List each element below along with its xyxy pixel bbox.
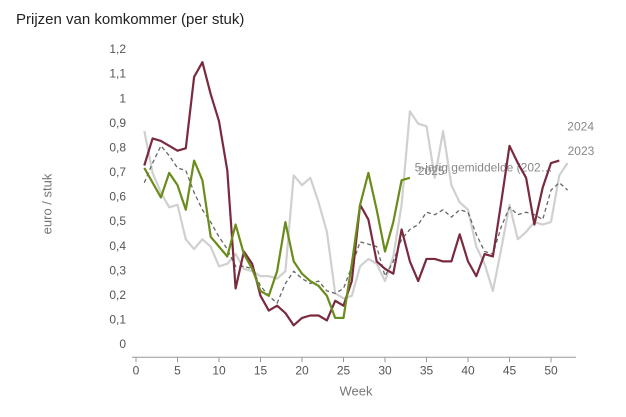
- y-tick-label: 1: [119, 91, 126, 105]
- y-tick-label: 0,4: [109, 239, 126, 253]
- y-tick-label: 0,5: [109, 214, 126, 228]
- series-label: 2025: [418, 164, 445, 178]
- y-tick-label: 1,1: [109, 67, 126, 81]
- x-tick-label: 25: [337, 363, 351, 377]
- y-tick-label: 1,2: [109, 42, 126, 56]
- y-tick-label: 0,9: [109, 116, 126, 130]
- y-tick-label: 0,3: [109, 263, 126, 277]
- y-tick-label: 0,6: [109, 190, 126, 204]
- series-label: 2024: [567, 120, 594, 134]
- y-tick-label: 0: [119, 337, 126, 351]
- y-tick-label: 0,8: [109, 140, 126, 154]
- x-tick-label: 10: [212, 363, 226, 377]
- x-tick-label: 0: [133, 363, 140, 377]
- y-tick-label: 0,1: [109, 313, 126, 327]
- y-tick-label: 0,7: [109, 165, 126, 179]
- series-line: [143, 145, 569, 304]
- series-label: 2023: [568, 144, 595, 158]
- x-tick-label: 50: [544, 363, 558, 377]
- x-tick-label: 20: [295, 363, 309, 377]
- x-tick-label: 45: [503, 363, 517, 377]
- series-line: [143, 61, 560, 327]
- x-tick-label: 35: [420, 363, 434, 377]
- x-tick-label: 40: [461, 363, 475, 377]
- x-tick-label: 5: [174, 363, 181, 377]
- series-line: [143, 110, 569, 300]
- y-axis-label: euro / stuk: [39, 173, 54, 234]
- chart-title: Prijzen van komkommer (per stuk): [16, 11, 244, 28]
- x-tick-label: 15: [254, 363, 268, 377]
- series-line: [143, 159, 411, 320]
- x-tick-label: 30: [378, 363, 392, 377]
- y-tick-label: 0,2: [109, 288, 126, 302]
- x-axis-label: Week: [340, 383, 373, 398]
